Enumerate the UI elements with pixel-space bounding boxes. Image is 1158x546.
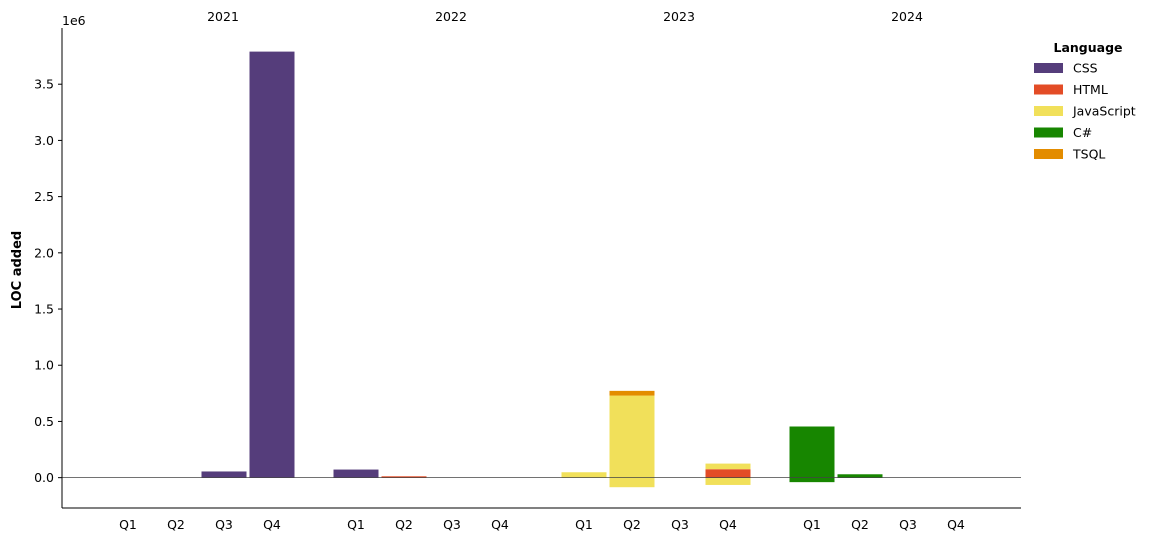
legend-label: JavaScript [1072,104,1136,119]
bar-css-5 [333,469,379,478]
legend-swatch-css [1034,63,1063,73]
legend: Language CSS HTML JavaScript C# TSQL [1034,40,1136,162]
x-tick-label-quarter: Q4 [719,517,737,532]
legend-swatch-c [1034,127,1063,138]
legend-swatch-html [1034,84,1063,95]
x-tick-label-quarter: Q4 [263,517,281,532]
y-tick-label: 0.5 [34,414,54,429]
y-tick-label: 2.0 [34,245,54,260]
x-tick-label-quarter: Q3 [671,517,689,532]
y-tick-label: 0.0 [34,470,54,485]
bar-javascript-10 [609,395,655,478]
x-tick-label-quarter: Q2 [623,517,641,532]
year-label: 2021 [207,9,239,24]
bar-c-13 [789,426,835,478]
x-tick-label-quarter: Q1 [347,517,365,532]
y-tick-label: 2.5 [34,189,54,204]
y-tick-label: 1.0 [34,358,54,373]
x-tick-label-quarter: Q4 [947,517,965,532]
x-tick-label-quarter: Q2 [395,517,413,532]
bar-css-3 [201,471,247,478]
legend-swatch-tsql [1034,149,1063,159]
bar-c-14 [837,474,883,478]
x-tick-label-quarter: Q3 [899,517,917,532]
bar-tsql-10 [609,390,655,396]
year-label: 2024 [891,9,923,24]
bar-negative-javascript-12 [705,477,751,485]
legend-title: Language [1053,40,1122,55]
x-tick-label-quarter: Q3 [443,517,461,532]
bar-javascript-12 [705,463,751,470]
legend-label: TSQL [1072,147,1105,162]
bar-html-12 [705,469,751,478]
legend-label: HTML [1073,82,1108,97]
x-tick-label-quarter: Q2 [851,517,869,532]
y-axis-label: LOC added [10,231,25,309]
bar-css-4 [249,51,295,478]
bar-html-6 [381,476,427,478]
y-tick-label: 3.0 [34,133,54,148]
x-tick-label-quarter: Q1 [119,517,137,532]
bar-negative-javascript-10 [609,477,655,488]
legend-label: CSS [1073,61,1098,76]
legend-swatch-javascript [1034,106,1063,116]
year-label: 2023 [663,9,695,24]
year-label: 2022 [435,9,467,24]
bar-negative-c-13 [789,477,835,483]
x-tick-label-quarter: Q4 [491,517,509,532]
x-tick-label-quarter: Q2 [167,517,185,532]
legend-label: C# [1073,125,1092,140]
x-tick-label-quarter: Q1 [575,517,593,532]
y-tick-label: 3.5 [34,77,54,92]
x-tick-label-quarter: Q1 [803,517,821,532]
x-tick-label-quarter: Q3 [215,517,233,532]
y-axis-offset-text: 1e6 [62,13,86,28]
bar-javascript-9 [561,472,607,478]
y-tick-label: 1.5 [34,302,54,317]
